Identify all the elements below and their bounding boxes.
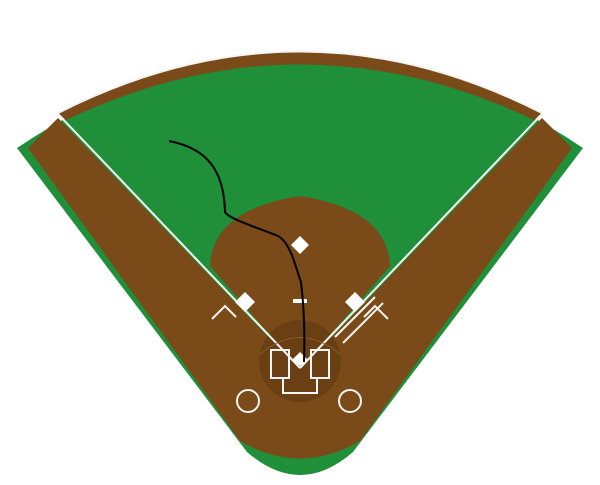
first-base [345,292,365,312]
left-foul-line [57,113,301,369]
coach-box-third [211,304,237,320]
left-batter-box [270,349,290,379]
home-plate [292,352,308,366]
third-base [235,292,255,312]
warning-track [58,51,542,124]
catcher-box [282,378,318,394]
runner-lane [334,296,384,344]
outfield-wall-top [57,50,543,114]
ball-trace [168,140,306,363]
infield-dirt [210,196,390,370]
second-base [291,236,309,254]
on-deck-circle-left [236,389,260,413]
pitchers-rubber [293,299,307,303]
home-plate-rim [258,337,342,356]
on-deck-circle-right [338,389,362,413]
outfield-grass [64,64,536,266]
right-foul-line [299,113,543,369]
right-batter-box [310,349,330,379]
coach-box-first [363,304,389,320]
